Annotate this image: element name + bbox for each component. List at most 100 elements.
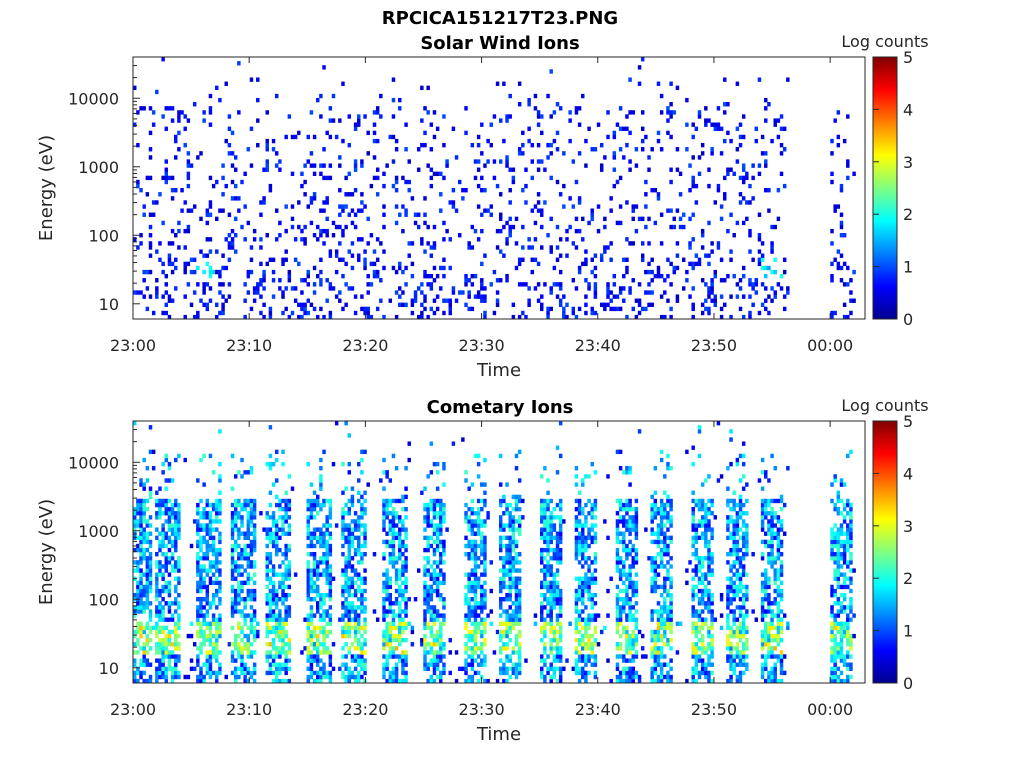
heatmap-cell [284, 228, 288, 234]
heatmap-cell [309, 535, 314, 541]
heatmap-cell [325, 568, 329, 573]
heatmap-cell [202, 515, 206, 520]
heatmap-cell [483, 601, 487, 606]
heatmap-cell [319, 527, 323, 532]
heatmap-cell [666, 118, 670, 123]
heatmap-cell [328, 670, 333, 676]
heatmap-cell [549, 625, 553, 631]
heatmap-cell [486, 138, 490, 144]
heatmap-cell [363, 625, 367, 631]
heatmap-cell [426, 597, 430, 602]
heatmap-cell [325, 543, 329, 549]
heatmap-cell [773, 290, 777, 295]
heatmap-cell [435, 592, 440, 598]
heatmap-cell [174, 625, 178, 631]
heatmap-cell [480, 642, 484, 647]
heatmap-cell [133, 290, 137, 295]
heatmap-cell [517, 597, 522, 602]
heatmap-cell [511, 519, 516, 524]
heatmap-cell [136, 580, 140, 586]
heatmap-cell [331, 220, 336, 226]
heatmap-cell [167, 523, 172, 528]
heatmap-cell [388, 584, 393, 590]
heatmap-cell [164, 580, 169, 586]
heatmap-cell [502, 662, 506, 667]
heatmap-cell [505, 613, 509, 618]
heatmap-cell [618, 617, 623, 622]
heatmap-cell [716, 122, 721, 127]
heatmap-cell [350, 220, 355, 226]
heatmap-cell [483, 637, 487, 643]
heatmap-cell [148, 625, 153, 631]
heatmap-cell [615, 674, 620, 680]
heatmap-cell [218, 670, 222, 676]
heatmap-cell [319, 560, 323, 565]
heatmap-cell [268, 306, 273, 312]
heatmap-cell [353, 592, 358, 598]
heatmap-cell [634, 670, 639, 676]
heatmap-cell [230, 556, 235, 561]
heatmap-cell [634, 519, 639, 524]
heatmap-cell [180, 208, 184, 213]
heatmap-cell [300, 306, 304, 312]
heatmap-cell [432, 642, 437, 647]
heatmap-cell [233, 233, 238, 238]
heatmap-cell [394, 678, 399, 684]
heatmap-cell [407, 441, 411, 446]
heatmap-cell [316, 527, 320, 532]
heatmap-cell [202, 564, 206, 569]
heatmap-cell [353, 613, 358, 618]
heatmap-cell [208, 110, 213, 115]
heatmap-cell [271, 482, 276, 487]
heatmap-cell [426, 85, 430, 91]
heatmap-cell [517, 666, 522, 672]
heatmap-cell [489, 212, 493, 217]
heatmap-cell [549, 519, 553, 524]
heatmap-cell [637, 302, 642, 308]
heatmap-cell [265, 159, 269, 164]
heatmap-cell [319, 674, 323, 680]
heatmap-cell [167, 650, 172, 655]
heatmap-cell [271, 637, 276, 643]
heatmap-cell [540, 527, 544, 532]
heatmap-cell [133, 642, 137, 647]
heatmap-cell [287, 547, 292, 553]
heatmap-cell [514, 265, 519, 271]
heatmap-cell [148, 560, 153, 565]
heatmap-cell [505, 237, 509, 242]
heatmap-cell [644, 527, 648, 532]
heatmap-cell [442, 511, 446, 516]
heatmap-cell [628, 637, 632, 643]
heatmap-cell [659, 212, 664, 217]
heatmap-cell [265, 642, 269, 647]
heatmap-cell [764, 273, 768, 279]
heatmap-cell [363, 658, 367, 663]
heatmap-cell [246, 580, 251, 586]
heatmap-cell [606, 282, 610, 287]
heatmap-cell [404, 580, 408, 586]
heatmap-cell [618, 306, 623, 312]
heatmap-cell [237, 625, 241, 631]
heatmap-cell [246, 637, 251, 643]
heatmap-cell [615, 547, 620, 553]
heatmap-cell [429, 617, 434, 622]
heatmap-cell [615, 552, 620, 557]
heatmap-cell [391, 633, 396, 639]
heatmap-cell [259, 212, 263, 217]
heatmap-cell [322, 241, 326, 246]
heatmap-cell [252, 515, 257, 520]
heatmap-cell [161, 588, 165, 594]
heatmap-cell [416, 286, 421, 291]
heatmap-cell [461, 196, 465, 201]
heatmap-cell [164, 171, 169, 177]
heatmap-cell [284, 642, 288, 647]
heatmap-cell [353, 163, 358, 168]
heatmap-cell [306, 134, 310, 140]
heatmap-cell [230, 613, 235, 618]
heatmap-cell [574, 474, 579, 479]
heatmap-cell [432, 134, 437, 140]
heatmap-cell [631, 642, 635, 647]
heatmap-cell [312, 568, 317, 573]
heatmap-cell [287, 502, 292, 508]
heatmap-cell [404, 568, 408, 573]
